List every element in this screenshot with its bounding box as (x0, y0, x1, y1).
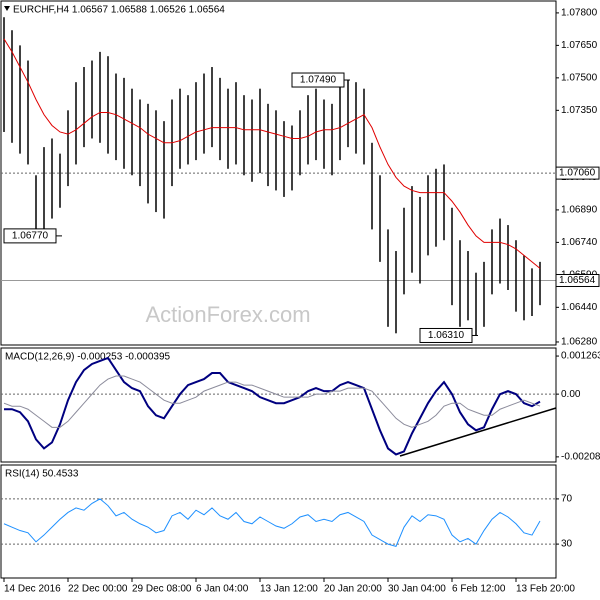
annotation-box (3, 228, 57, 244)
y-tick-label: -0.00208 (561, 452, 600, 463)
trend-line (399, 407, 557, 457)
panel-frame (0, 464, 557, 579)
y-tick-label: 0.001263 (561, 351, 600, 362)
series-line (3, 38, 541, 269)
annotation-label: 1.06770 (12, 231, 49, 242)
y-tick-label: 1.06440 (561, 302, 598, 313)
annotation-box (419, 327, 473, 343)
menu-arrow (4, 6, 10, 11)
x-tick-label: 30 Jan 04:00 (388, 584, 446, 595)
series-line (4, 356, 541, 456)
x-tick-label: 14 Dec 2016 (4, 584, 61, 595)
y-tick-label: 70 (561, 494, 573, 505)
x-tick-label: 13 Feb 20:00 (516, 584, 575, 595)
y-tick-label: 1.07350 (561, 105, 598, 116)
level-box (555, 166, 600, 180)
x-tick-label: 6 Jan 04:00 (196, 584, 249, 595)
panel-frame (0, 347, 557, 463)
level-label: 1.07060 (559, 168, 596, 179)
y-tick-label: 1.07500 (561, 72, 598, 83)
annotation-box (291, 72, 345, 88)
annotation-label: 1.07490 (300, 75, 337, 86)
panel-title: EURCHF,H4 1.06567 1.06588 1.06526 1.0656… (13, 5, 225, 16)
series-line (3, 498, 541, 547)
y-tick-label: 1.07800 (561, 8, 598, 19)
watermark: ActionForex.com (145, 302, 310, 327)
x-tick-label: 29 Dec 08:00 (132, 584, 192, 595)
y-tick-label: 1.07650 (561, 40, 598, 51)
annotation-label: 1.06310 (428, 330, 465, 341)
series-line (3, 375, 541, 428)
y-tick-label: 30 (561, 539, 573, 550)
y-tick-label: 1.06280 (561, 337, 598, 348)
x-tick-label: 20 Jan 20:00 (324, 584, 382, 595)
y-tick-label: 1.06890 (561, 205, 598, 216)
x-tick-label: 22 Dec 00:00 (68, 584, 128, 595)
x-tick-label: 6 Feb 12:00 (452, 584, 506, 595)
level-box (555, 273, 600, 287)
y-tick-label: 0.00 (561, 389, 581, 400)
y-tick-label: 1.06740 (561, 237, 598, 248)
x-tick-label: 13 Jan 12:00 (260, 584, 318, 595)
level-label: 1.06564 (559, 275, 596, 286)
panel-title: MACD(12,26,9) -0.000253 -0.000395 (5, 352, 171, 363)
panel-title: RSI(14) 50.4533 (5, 469, 79, 480)
